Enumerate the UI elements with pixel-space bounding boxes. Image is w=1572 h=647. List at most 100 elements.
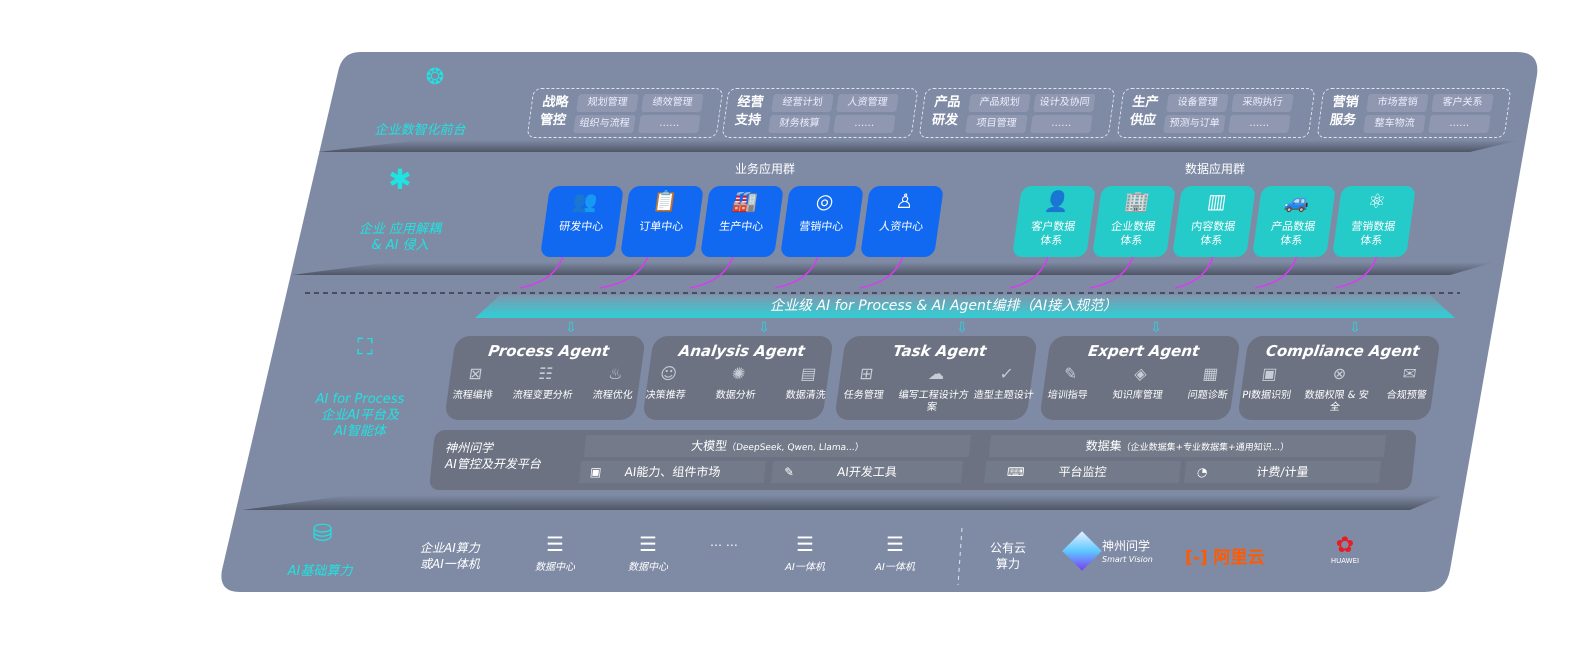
books-icon: ▥ <box>1205 189 1229 213</box>
frontend-item[interactable]: 规划管理 <box>576 94 639 112</box>
ellipsis: … … <box>710 535 738 549</box>
capability-icon: ✺ <box>730 364 747 383</box>
platform-name: 神州问学 AI管控及开发平台 <box>445 441 541 471</box>
factory-icon: 🏭 <box>730 189 760 213</box>
team-icon: 👥 <box>570 189 600 213</box>
frontend-item[interactable]: …… <box>1030 115 1093 133</box>
person-icon: ♙ <box>894 189 916 213</box>
agent-capability: ⊠ 流程编排 <box>437 364 512 402</box>
public-cloud-label: 公有云 算力 <box>990 541 1027 571</box>
molecule-icon: ✱ <box>388 163 412 196</box>
capability-icon: ⊞ <box>858 364 875 383</box>
brain-icon: ❂ <box>425 65 445 90</box>
frontend-item[interactable]: 产品规划 <box>968 94 1031 112</box>
frontend-item[interactable]: 人资管理 <box>836 94 899 112</box>
atom-icon: ⚛ <box>1366 189 1388 213</box>
agent-capability: ▣ PI数据识别 <box>1231 364 1306 402</box>
server-icon: ☰ <box>796 532 814 556</box>
data-app-card[interactable]: 👤 客户数据体系 <box>1012 186 1096 257</box>
capability-icon: ◈ <box>1133 364 1149 383</box>
agent-card[interactable]: Expert Agent ✎ 培训指导 ◈ 知识库管理 ▦ 问题诊断 <box>1039 336 1241 420</box>
capability-icon: ✉ <box>1401 364 1418 383</box>
agent-capability: ☷ 流程变更分析 <box>507 364 582 402</box>
aliyun-logo-icon: [-] <box>1185 548 1208 568</box>
layer-label-ai-process: AI for Process 企业AI平台及 AI智能体 <box>315 392 405 439</box>
billing-metering[interactable]: ◔ 计费/计量 <box>1183 461 1382 483</box>
frontend-item[interactable]: …… <box>1428 115 1491 133</box>
building-icon: 🏢 <box>1122 189 1152 213</box>
capability-icon: ▣ <box>1260 364 1279 383</box>
data-app-card[interactable]: 🚙 产品数据体系 <box>1252 186 1336 257</box>
server-item: ☰ AI一体机 <box>865 532 925 573</box>
layer-divider <box>318 140 1520 152</box>
huawei-logo-icon: ✿ <box>1335 533 1355 558</box>
data-apps-title: 数据应用群 <box>1185 162 1246 176</box>
component-market[interactable]: ▣ AI能力、组件市场 <box>578 461 767 483</box>
layer-divider <box>242 495 1445 510</box>
capability-icon: ⊗ <box>1331 364 1348 383</box>
agent-capability: ⊞ 任务管理 <box>828 364 903 402</box>
frontend-group: 战略管控 规划管理 绩效管理 组织与流程…… <box>526 88 724 138</box>
frontend-item[interactable]: 财务核算 <box>768 115 831 133</box>
down-arrow-icon: ⇩ <box>1349 320 1361 336</box>
frontend-item[interactable]: 经营计划 <box>771 94 834 112</box>
frontend-item[interactable]: 预测与订单 <box>1163 115 1226 133</box>
server-icon: ☰ <box>886 532 904 556</box>
frontend-item[interactable]: 整车物流 <box>1363 115 1426 133</box>
server-item: ☰ 数据中心 <box>525 532 585 573</box>
vendor-huawei: ✿ HUAWEI <box>1325 533 1365 566</box>
frontend-item[interactable]: 采购执行 <box>1231 94 1294 112</box>
platform-monitor[interactable]: ⌨ 平台监控 <box>983 461 1182 483</box>
data-app-card[interactable]: ⚛ 营销数据体系 <box>1332 186 1416 257</box>
private-compute-label: 企业AI算力 或AI一体机 <box>420 541 480 571</box>
down-arrow-icon: ⇩ <box>1150 320 1162 336</box>
frontend-item[interactable]: 市场营销 <box>1366 94 1429 112</box>
business-apps-title: 业务应用群 <box>735 162 796 176</box>
face-scan-icon: ⛶ <box>357 335 373 360</box>
business-app-card[interactable]: 👥 研发中心 <box>540 186 624 257</box>
model-bar: 大模型（DeepSeek, Qwen, Llama...） <box>583 435 972 457</box>
monitor-icon: ⌨ <box>1006 465 1026 479</box>
business-app-card[interactable]: ♙ 人资中心 <box>860 186 944 257</box>
server-item: ☰ 数据中心 <box>618 532 678 573</box>
agent-capability: ☺ 决策推荐 <box>630 364 705 402</box>
orchestration-banner <box>475 295 1455 318</box>
frontend-item[interactable]: 组织与流程 <box>573 115 636 133</box>
data-app-card[interactable]: ▥ 内容数据体系 <box>1172 186 1256 257</box>
data-app-card[interactable]: 🏢 企业数据体系 <box>1092 186 1176 257</box>
vendor-aliyun: [-] 阿里云 <box>1185 548 1265 568</box>
agent-card[interactable]: Process Agent ⊠ 流程编排 ☷ 流程变更分析 ♨ 流程优化 <box>444 336 646 420</box>
business-app-card[interactable]: 📋 订单中心 <box>620 186 704 257</box>
layer-label-decouple: 企业 应用解耦 & AI 侵入 <box>358 222 442 253</box>
layer-label-compute: AI基础算力 <box>287 564 353 579</box>
agent-card[interactable]: Compliance Agent ▣ PI数据识别 ⊗ 数据权限 & 安全 ✉ 合规预警 <box>1237 336 1441 420</box>
agent-capability: ✎ 培训指导 <box>1032 364 1107 402</box>
business-app-card[interactable]: ◎ 营销中心 <box>780 186 864 257</box>
ai-dev-tools[interactable]: ✎ AI开发工具 <box>770 461 964 483</box>
capability-icon: ☁ <box>927 364 946 383</box>
layer-divider <box>292 262 1495 275</box>
frontend-item[interactable]: …… <box>833 115 896 133</box>
frontend-item[interactable]: 设计及协同 <box>1033 94 1096 112</box>
agent-card[interactable]: Task Agent ⊞ 任务管理 ☁ 编写工程设计方案 ✓ 造型主题设计 <box>834 336 1038 420</box>
frontend-item[interactable]: 客户关系 <box>1431 94 1494 112</box>
agent-capability: ◈ 知识库管理 <box>1102 364 1177 402</box>
agent-card[interactable]: Analysis Agent ☺ 决策推荐 ✺ 数据分析 ▤ 数据清洗 <box>642 336 834 420</box>
agent-capability: ☁ 编写工程设计方案 <box>896 364 972 414</box>
agent-capability: ✺ 数据分析 <box>700 364 775 402</box>
down-arrow-icon: ⇩ <box>565 320 577 336</box>
frontend-group: 产品研发 产品规划 设计及协同 项目管理…… <box>918 88 1116 138</box>
frontend-item[interactable]: 设备管理 <box>1166 94 1229 112</box>
server-icon: ☰ <box>546 532 564 556</box>
frontend-item[interactable]: 项目管理 <box>965 115 1028 133</box>
agent-capability: ⊗ 数据权限 & 安全 <box>1299 364 1375 414</box>
server-icon: ☰ <box>639 532 657 556</box>
frontend-item[interactable]: …… <box>1228 115 1291 133</box>
capability-icon: ☷ <box>537 364 555 383</box>
banner-text: 企业级 AI for Process & AI Agent编排（AI接入规范） <box>770 298 1118 314</box>
business-app-card[interactable]: 🏭 生产中心 <box>700 186 784 257</box>
frontend-item[interactable]: …… <box>638 115 701 133</box>
layer-label-frontend: 企业数智化前台 <box>374 123 466 138</box>
agent-capability: ✓ 造型主题设计 <box>968 364 1043 402</box>
frontend-item[interactable]: 绩效管理 <box>641 94 704 112</box>
